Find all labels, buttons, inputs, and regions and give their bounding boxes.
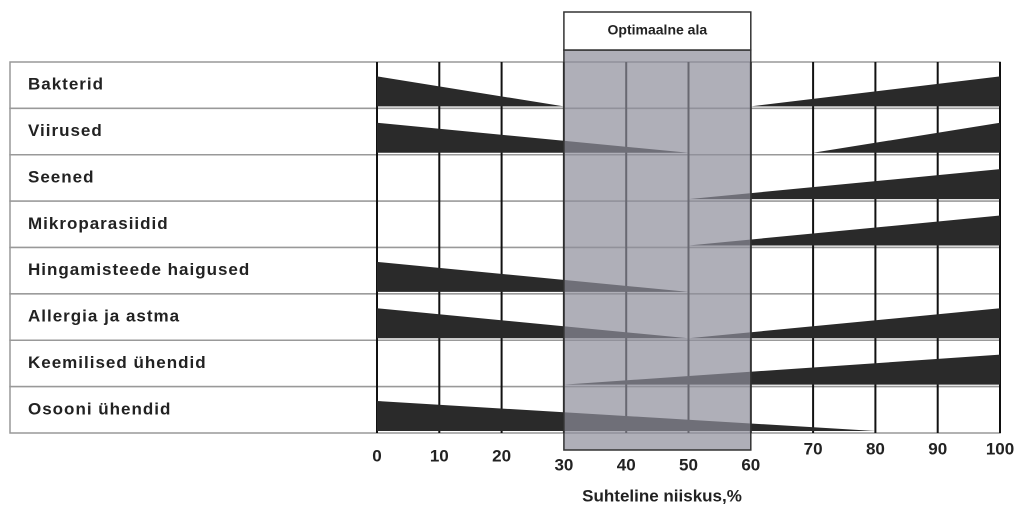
x-tick-label: 10 xyxy=(430,446,449,465)
increase-wedge xyxy=(688,308,1000,339)
x-tick-label: 70 xyxy=(804,439,823,458)
x-tick-label: 50 xyxy=(679,455,698,474)
x-tick-label: 60 xyxy=(741,455,760,474)
annotation-box xyxy=(563,11,752,51)
x-tick-label: 20 xyxy=(492,446,511,465)
row-label: Osooni ühendid xyxy=(28,399,171,418)
increase-wedge xyxy=(750,76,1000,107)
decrease-wedge xyxy=(377,76,564,107)
row-label: Keemilised ühendid xyxy=(28,353,207,372)
row-label: Viirused xyxy=(28,121,103,140)
annotation: Optimaalne ala xyxy=(608,22,708,38)
x-tick-label: 100 xyxy=(986,439,1014,458)
row-label: Allergia ja astma xyxy=(28,307,180,326)
x-tick-label: 40 xyxy=(617,455,636,474)
x-tick-label: 30 xyxy=(554,455,573,474)
row-label: Seened xyxy=(28,167,94,186)
optimal-band xyxy=(563,49,752,451)
x-tick-label: 80 xyxy=(866,439,885,458)
row-label: Hingamisteede haigused xyxy=(28,260,250,279)
x-tick-label: 0 xyxy=(372,446,381,465)
x-axis-label: Suhteline niiskus,% xyxy=(582,486,742,505)
increase-wedge xyxy=(688,215,1000,246)
increase-wedge xyxy=(813,122,1000,153)
row-label: Bakterid xyxy=(28,75,104,94)
x-tick-label: 90 xyxy=(928,439,947,458)
row-label: Mikroparasiidid xyxy=(28,214,169,233)
increase-wedge xyxy=(688,169,1000,200)
